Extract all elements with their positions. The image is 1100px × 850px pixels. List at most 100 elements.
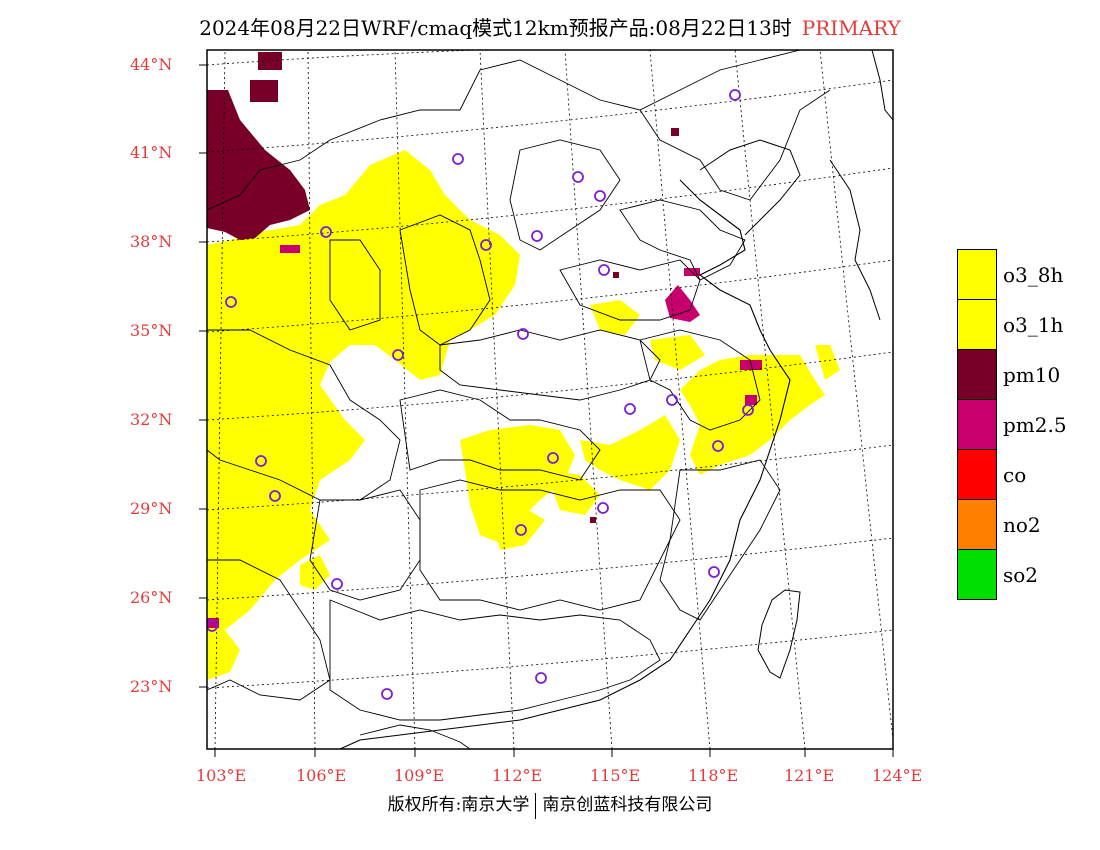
station-marker	[598, 264, 610, 276]
grid-lon-106	[307, 50, 316, 749]
lat-label: 26°N	[130, 588, 173, 607]
pm25-patch-3	[745, 395, 757, 405]
coastline	[339, 179, 791, 749]
grid-lon-103	[214, 50, 226, 749]
grid-lat-38	[207, 167, 893, 243]
station-marker	[594, 190, 606, 202]
grid-lat-35	[207, 259, 893, 333]
border-anhui-jiangsu	[639, 329, 761, 431]
pm10-patch-4	[613, 272, 619, 278]
border-central	[439, 329, 661, 401]
o3-region-yangtze-delta	[680, 355, 825, 475]
pm25-patch-4	[280, 245, 300, 253]
copyright-right: 南京创蓝科技有限公司	[542, 795, 713, 815]
station-marker	[515, 524, 527, 536]
pm10-patch-2	[250, 80, 278, 102]
lon-label: 106°E	[296, 766, 347, 785]
station-marker	[729, 89, 741, 101]
border-sichuan	[207, 329, 401, 501]
pm10-patch-1	[258, 52, 282, 70]
border-zhejiang-fujian	[659, 459, 781, 621]
grid-lon-121	[734, 50, 806, 749]
lon-label: 121°E	[784, 766, 835, 785]
station-marker	[666, 394, 678, 406]
lat-label: 29°N	[130, 499, 173, 518]
station-marker	[547, 452, 559, 464]
lon-label: 109°E	[394, 766, 445, 785]
grid-lat-29	[207, 444, 893, 511]
lon-label: 103°E	[196, 766, 247, 785]
o3-region-east-coast-patch	[815, 345, 840, 380]
lat-label: 44°N	[130, 55, 173, 74]
station-marker	[624, 403, 636, 415]
station-marker	[597, 502, 609, 514]
lon-label: 115°E	[590, 766, 641, 785]
lat-label: 23°N	[130, 677, 173, 696]
border-chongqing-hubei	[399, 389, 601, 481]
station-marker	[480, 239, 492, 251]
border-bohai	[619, 199, 746, 281]
japan-coast	[871, 50, 893, 121]
lat-label: 41°N	[130, 143, 173, 162]
station-marker	[320, 226, 332, 238]
pm10-patch-3	[671, 128, 679, 136]
taiwan-outline	[757, 589, 801, 679]
legend-label: so2	[1003, 563, 1039, 587]
border-northeast	[639, 89, 831, 201]
map-title: 2024年08月22日WRF/cmaq模式12km预报产品:08月22日13时 P…	[0, 12, 1100, 41]
o3-region-southwest-strip	[207, 630, 240, 680]
station-marker	[535, 672, 547, 684]
o3-region-west	[207, 150, 520, 640]
border-shandong	[559, 259, 701, 321]
legend-label: o3_1h	[1003, 313, 1064, 337]
o3-region-central-east	[580, 415, 680, 490]
station-marker	[531, 230, 543, 242]
grid-lat-26	[207, 537, 893, 601]
station-marker	[742, 404, 754, 416]
lat-label: 35°N	[130, 321, 173, 340]
station-marker	[392, 349, 404, 361]
border-yunnan	[207, 559, 331, 701]
station-marker	[517, 328, 529, 340]
legend-swatch	[957, 549, 997, 600]
station-markers	[207, 89, 754, 700]
station-marker	[207, 620, 218, 632]
map-frame	[206, 49, 894, 750]
o3-region-southwest-patch	[300, 555, 330, 590]
grid-lon-109	[394, 50, 416, 749]
copyright-footer: 版权所有:南京大学 南京创蓝科技有限公司	[0, 790, 1100, 819]
o3-region-shandong-patch	[590, 300, 640, 335]
pm10-region-layer	[207, 52, 679, 523]
legend-label: pm2.5	[1003, 413, 1067, 437]
border-guizhou	[309, 489, 421, 601]
border-ningxia	[329, 239, 381, 331]
lon-label: 124°E	[872, 766, 923, 785]
legend-label: no2	[1003, 513, 1041, 537]
korea-coast	[829, 159, 881, 321]
axis-ticks	[199, 64, 894, 757]
border-hainan	[359, 724, 471, 749]
station-marker	[572, 171, 584, 183]
border-north	[207, 50, 801, 211]
station-marker	[225, 296, 237, 308]
border-hunan-jiangxi	[419, 479, 681, 611]
station-marker	[452, 153, 464, 165]
lat-label: 32°N	[130, 410, 173, 429]
liaodong-coast	[699, 139, 801, 236]
border-beijing-hebei	[509, 139, 621, 251]
o3-region-huai-patch	[650, 335, 705, 370]
station-marker	[381, 688, 393, 700]
pm10-region-north	[207, 90, 310, 240]
station-marker	[712, 440, 724, 452]
footer-separator	[535, 792, 537, 819]
grid-lon-124	[819, 50, 893, 741]
province-borders	[207, 50, 831, 749]
pm25-region-shandong	[665, 285, 700, 322]
legend-label: co	[1003, 463, 1027, 487]
legend-swatch	[957, 299, 997, 350]
legend-swatch	[957, 399, 997, 450]
map-title-text: 2024年08月22日WRF/cmaq模式12km预报产品:08月22日13时	[199, 16, 792, 40]
legend-swatch	[957, 249, 997, 300]
legend-label: pm10	[1003, 363, 1061, 387]
